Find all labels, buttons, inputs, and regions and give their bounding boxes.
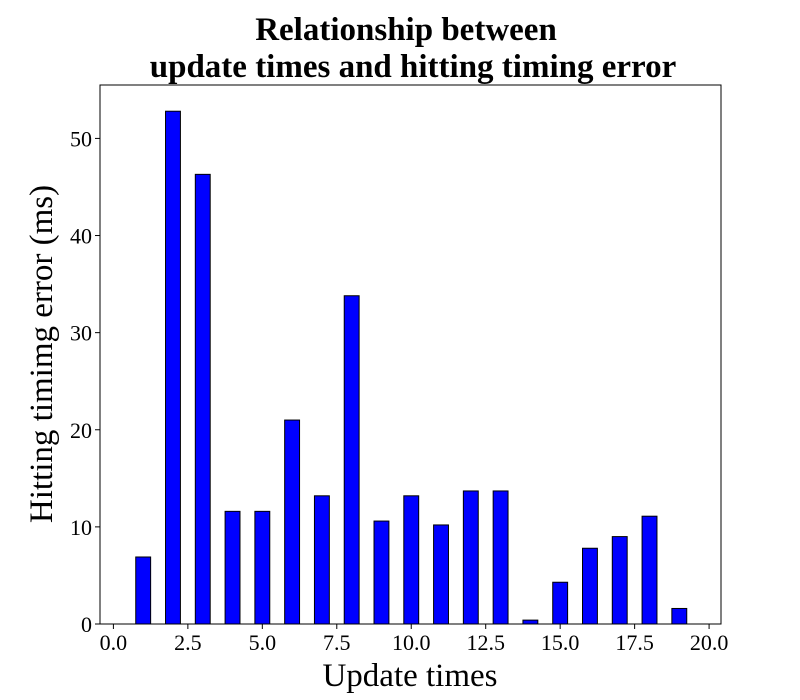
plot-area-frame	[99, 84, 722, 625]
bar-update-4	[224, 510, 241, 625]
x-axis-label: Update times	[322, 658, 497, 694]
bar-update-16	[582, 547, 598, 625]
bar-update-12	[462, 490, 479, 625]
bar-update-15	[552, 581, 569, 625]
bar-update-13	[492, 490, 509, 625]
x-tick-label: 7.5	[323, 630, 351, 655]
x-tick-label: 2.5	[174, 630, 202, 655]
bar-update-17	[611, 536, 628, 625]
y-tick-label: 30	[70, 321, 92, 346]
bar-update-6	[284, 419, 301, 625]
bar-update-7	[313, 495, 330, 625]
bar-update-14	[522, 619, 539, 625]
bar-update-1	[135, 556, 152, 625]
y-tick-label: 40	[70, 224, 92, 249]
x-tick-label: 0.0	[100, 630, 128, 655]
x-tick-label: 17.5	[615, 630, 654, 655]
y-axis-label: Hitting timimg error (ms)	[24, 185, 60, 523]
bar-update-8	[343, 295, 360, 625]
chart-title-line-1: Relationship between	[255, 12, 557, 48]
y-tick-label: 50	[70, 126, 92, 151]
x-tick-label: 15.0	[541, 630, 580, 655]
bar-update-18	[641, 515, 658, 625]
x-tick-label: 20.0	[690, 630, 729, 655]
bar-update-5	[254, 510, 271, 625]
y-tick-label: 0	[81, 612, 92, 637]
x-tick-label: 5.0	[249, 630, 277, 655]
bar-update-2	[165, 110, 181, 625]
bar-update-19	[671, 607, 688, 625]
chart-title-line-2: update times and hitting timing error	[150, 49, 676, 85]
bar-update-9	[373, 520, 390, 625]
bars-group	[135, 110, 688, 625]
y-axis-ticks: 0 10 20 30 40 50	[70, 126, 100, 637]
bar-update-11	[433, 524, 449, 625]
y-tick-label: 10	[70, 515, 92, 540]
bar-update-10	[403, 495, 420, 625]
bar-update-3	[194, 173, 211, 625]
x-axis-ticks: 0.0 2.5 5.0 7.5 10.0 12.5 15.0 17.5 20.0	[100, 624, 729, 655]
x-tick-label: 10.0	[392, 630, 431, 655]
y-tick-label: 20	[70, 418, 92, 443]
x-tick-label: 12.5	[466, 630, 505, 655]
